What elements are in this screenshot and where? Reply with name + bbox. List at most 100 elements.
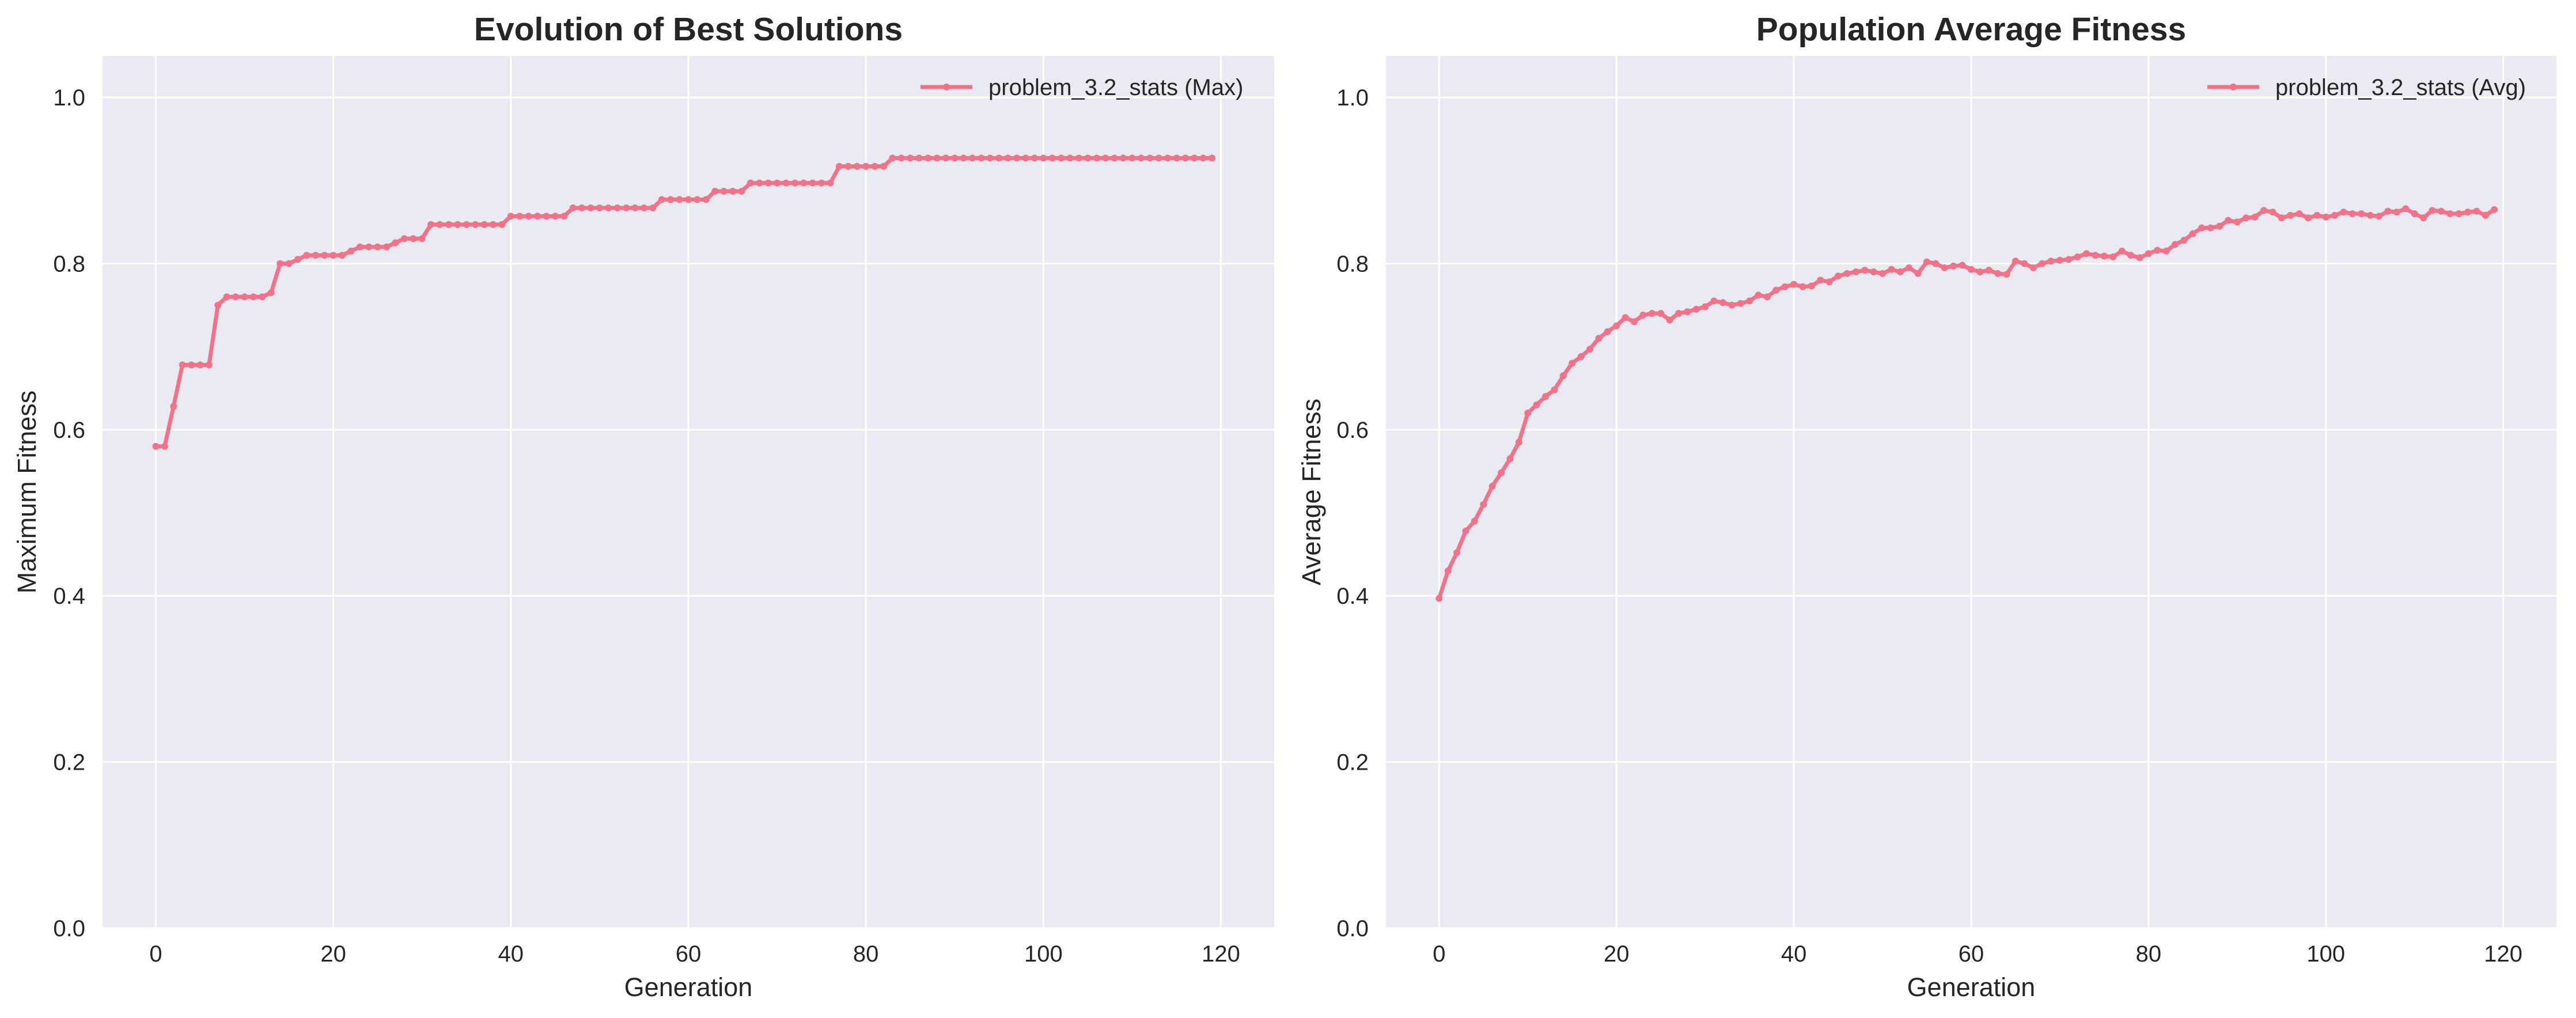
data-point xyxy=(1666,316,1673,324)
data-point xyxy=(1657,310,1665,317)
data-point xyxy=(1648,310,1656,317)
data-point xyxy=(312,252,319,259)
data-point xyxy=(1941,264,1948,271)
data-point xyxy=(2100,252,2108,260)
data-point xyxy=(2012,258,2019,265)
data-point xyxy=(454,221,461,228)
data-point xyxy=(2411,210,2418,217)
data-point xyxy=(925,154,931,162)
x-tick-label: 60 xyxy=(1958,941,1984,967)
data-point xyxy=(1471,517,1478,525)
data-point xyxy=(631,204,639,211)
data-point xyxy=(1488,482,1496,490)
data-point xyxy=(241,293,248,301)
data-point xyxy=(1976,268,1984,275)
data-point xyxy=(400,235,408,243)
data-point xyxy=(205,361,213,369)
data-point xyxy=(853,162,861,170)
data-point xyxy=(427,221,435,228)
series-layer xyxy=(152,154,1216,450)
data-point xyxy=(844,162,852,170)
data-point xyxy=(1675,310,1682,317)
data-point xyxy=(702,196,710,203)
data-point xyxy=(1888,266,1895,273)
data-point xyxy=(1093,154,1100,162)
data-point xyxy=(1852,268,1859,275)
data-point xyxy=(836,162,843,170)
data-point xyxy=(605,204,612,211)
data-point xyxy=(2464,209,2472,216)
data-point xyxy=(329,252,337,259)
data-point xyxy=(569,204,577,211)
data-point xyxy=(170,403,177,410)
data-point xyxy=(418,235,426,243)
tick-labels: 0 20 40 60 80 100 120 0.0 0.2 0.4 0.6 0.8 1.0 xyxy=(53,85,1240,967)
data-point xyxy=(347,247,355,255)
data-point xyxy=(232,293,240,301)
data-point xyxy=(623,204,630,211)
data-point xyxy=(1084,154,1092,162)
data-point xyxy=(1586,346,1594,353)
y-axis-label: Maximum Fitness xyxy=(12,391,41,594)
data-point xyxy=(2305,214,2312,222)
gridlines xyxy=(1386,56,2556,929)
data-point xyxy=(738,188,745,195)
x-tick-label: 100 xyxy=(1024,941,1063,967)
data-point xyxy=(1702,303,1709,311)
data-point xyxy=(2340,209,2347,216)
data-point xyxy=(1155,154,1162,162)
data-point xyxy=(1004,154,1012,162)
data-point xyxy=(2446,210,2454,217)
data-point xyxy=(587,204,594,211)
y-tick-label: 0.8 xyxy=(53,251,85,277)
data-point xyxy=(1755,292,1762,299)
data-point xyxy=(933,154,941,162)
data-point xyxy=(463,221,470,228)
legend: problem_3.2_stats (Avg) xyxy=(2207,75,2526,100)
data-point xyxy=(303,252,310,259)
data-point xyxy=(2198,224,2206,232)
data-point xyxy=(507,213,514,220)
data-point xyxy=(543,213,550,220)
data-point xyxy=(747,179,754,187)
data-point xyxy=(889,154,896,162)
data-point xyxy=(960,154,967,162)
data-point xyxy=(1631,318,1638,326)
data-point xyxy=(214,301,222,309)
data-point xyxy=(1569,359,1576,367)
data-point xyxy=(356,243,363,251)
data-point xyxy=(1577,353,1585,360)
chart-title: Population Average Fitness xyxy=(1756,11,2186,48)
data-point xyxy=(1515,438,1522,446)
data-point xyxy=(560,213,568,220)
data-point xyxy=(490,221,497,228)
data-point xyxy=(685,196,692,203)
data-point xyxy=(809,179,816,187)
data-point xyxy=(1958,262,1966,269)
data-point xyxy=(2092,252,2099,259)
data-point xyxy=(339,252,346,259)
data-point xyxy=(578,204,586,211)
data-point xyxy=(1444,567,1452,574)
data-point xyxy=(374,243,381,251)
x-tick-label: 80 xyxy=(2136,941,2162,967)
data-point xyxy=(1923,258,1930,266)
data-point xyxy=(498,221,506,228)
y-tick-label: 0.2 xyxy=(53,750,85,775)
data-point xyxy=(1551,386,1558,393)
data-point xyxy=(756,179,763,187)
data-point xyxy=(1181,154,1189,162)
data-point xyxy=(1559,372,1567,380)
x-tick-label: 60 xyxy=(676,941,702,967)
data-point xyxy=(1994,270,2002,277)
data-point xyxy=(2233,218,2241,226)
data-point xyxy=(1896,268,1904,275)
data-point xyxy=(1817,277,1824,284)
data-point xyxy=(2287,211,2294,219)
data-point xyxy=(1861,267,1869,274)
data-point xyxy=(525,213,532,220)
data-point xyxy=(1173,154,1180,162)
data-point xyxy=(2313,211,2321,219)
gridlines xyxy=(103,56,1274,929)
